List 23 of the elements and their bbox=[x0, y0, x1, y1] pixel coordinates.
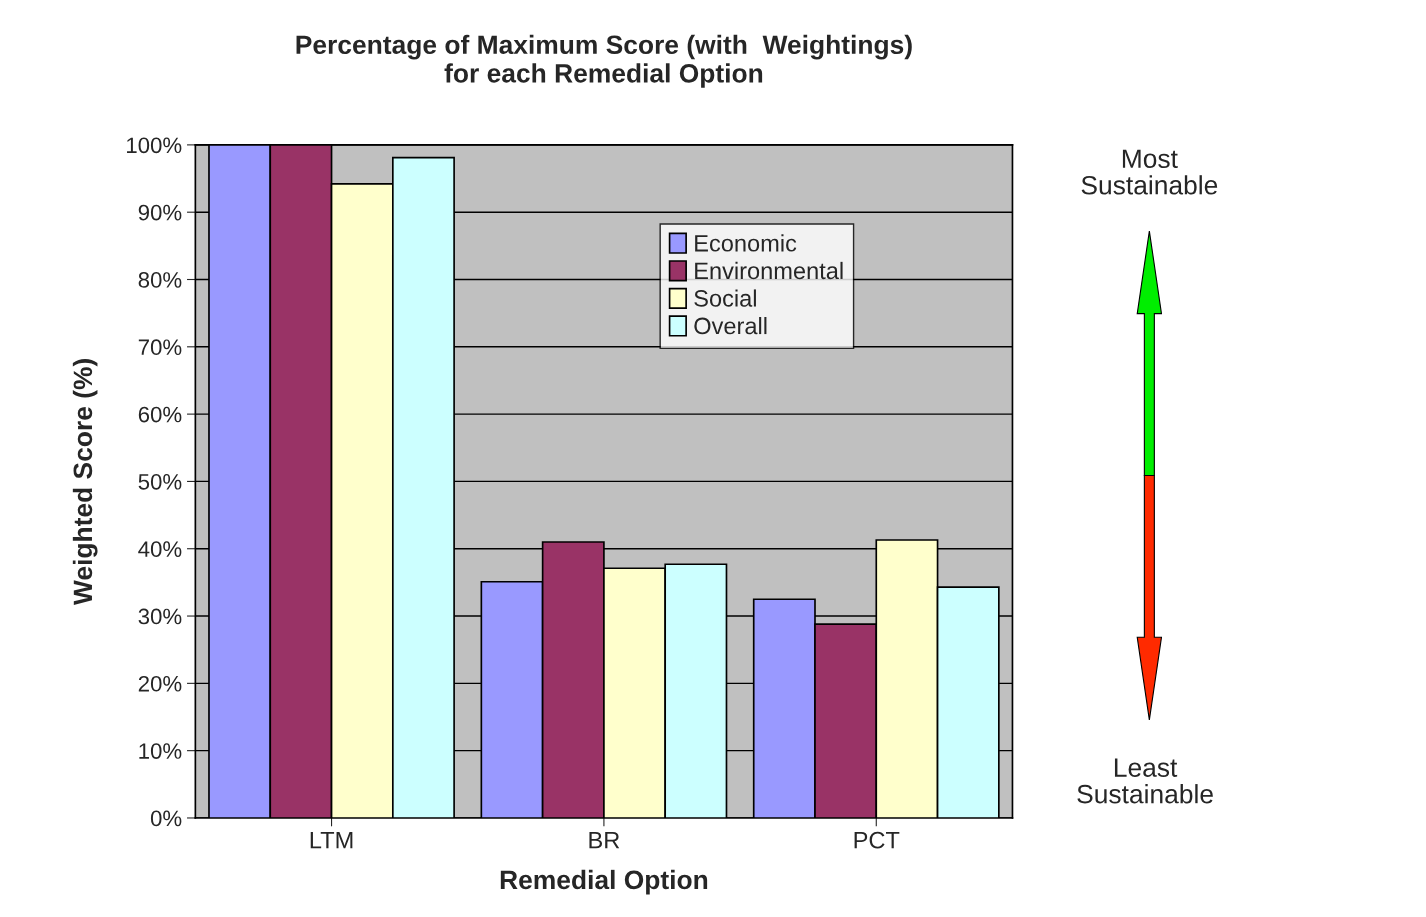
chart-title: Percentage of Maximum Score (with Weightings) for each Remedial Option bbox=[296, 34, 912, 88]
text: Most Sustainable bbox=[1081, 149, 1218, 195]
x-tick-label: BR bbox=[589, 832, 620, 849]
y-tick-label: 50% bbox=[138, 473, 182, 490]
y-tick-label: 40% bbox=[138, 541, 182, 557]
y-tick-label: 80% bbox=[138, 272, 182, 288]
y-tick-label: 20% bbox=[138, 675, 182, 692]
legend-label: Social bbox=[694, 289, 756, 307]
y-tick-label: 90% bbox=[138, 204, 182, 221]
y-axis-title: Weighted Score (%) bbox=[72, 359, 98, 606]
y-tick-label: 10% bbox=[139, 743, 182, 759]
y-tick-label: 30% bbox=[138, 608, 182, 625]
x-tick-label: LTM bbox=[310, 832, 353, 849]
legend-label: Overall bbox=[694, 316, 767, 335]
y-tick-label: 60% bbox=[138, 406, 182, 423]
x-axis-title: Remedial Option bbox=[500, 869, 708, 895]
x-tick-label: PCT bbox=[854, 831, 900, 849]
y-tick-label: 100% bbox=[127, 137, 182, 154]
legend-label: Economic bbox=[695, 234, 797, 252]
y-tick-label: 70% bbox=[138, 339, 182, 356]
legend-label: Environmental bbox=[695, 261, 843, 280]
text: Least Sustainable bbox=[1077, 758, 1213, 804]
y-tick-label: 0% bbox=[150, 810, 182, 827]
